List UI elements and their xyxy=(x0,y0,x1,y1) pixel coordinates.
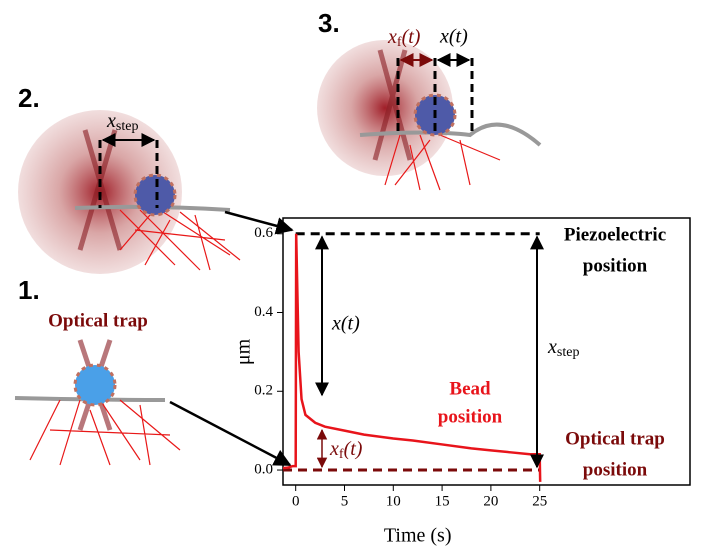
bead-trace xyxy=(282,233,542,482)
xf-label: xf(t) xyxy=(387,26,421,51)
y-tick-label: 0.4 xyxy=(254,304,273,320)
y-tick-label: 0.0 xyxy=(254,461,273,477)
bead-label: Bead xyxy=(449,378,491,399)
symbol: x xyxy=(387,26,397,48)
y-axis-label: μm xyxy=(233,338,255,365)
diagram-2 xyxy=(18,110,241,274)
rest: (t) xyxy=(402,26,421,48)
symbol: x xyxy=(329,438,339,460)
subscript: f xyxy=(339,447,344,462)
subscript: step xyxy=(557,345,580,360)
x-tick-label: 10 xyxy=(386,493,401,509)
diagram-3 xyxy=(317,40,542,191)
subscript: f xyxy=(397,35,402,50)
rest: (t) xyxy=(344,438,363,460)
arrow xyxy=(169,400,292,467)
reference-label: position xyxy=(583,255,648,276)
x-tick-label: 15 xyxy=(435,493,450,509)
step-label: 2. xyxy=(18,83,40,113)
step-label: 1. xyxy=(18,275,40,305)
plot-frame xyxy=(282,217,691,486)
xstep-label: xstep xyxy=(106,110,138,135)
reference-label: Optical trap xyxy=(565,428,665,449)
step-label: 3. xyxy=(318,8,340,38)
symbol: x xyxy=(547,336,557,358)
x-tick-label: 0 xyxy=(292,493,300,509)
symbol: x xyxy=(106,110,116,132)
xstep-label: xstep xyxy=(547,336,579,361)
x-tick-label: 20 xyxy=(483,493,498,509)
x-tick-label: 25 xyxy=(532,493,547,509)
reference-label: position xyxy=(583,459,648,480)
y-tick-label: 0.2 xyxy=(254,383,273,399)
x-label: x(t) xyxy=(331,313,360,335)
x-axis-label: Time (s) xyxy=(384,525,452,547)
arrow xyxy=(224,210,294,235)
xf-label: xf(t) xyxy=(329,438,363,463)
x-tick-label: 5 xyxy=(341,493,349,509)
bead-label: position xyxy=(438,406,503,427)
y-tick-label: 0.6 xyxy=(254,225,273,241)
reference-label: Piezoelectric xyxy=(564,224,666,245)
optical-trap-label: Optical trap xyxy=(48,310,148,331)
x-label: x(t) xyxy=(439,26,468,48)
diagram-1 xyxy=(14,339,181,466)
subscript: step xyxy=(116,119,139,134)
plot: 0 5 10 15 20 25 0.0 0.2 0.4 0.6 Time (s) μm Piezoele… xyxy=(233,224,667,546)
